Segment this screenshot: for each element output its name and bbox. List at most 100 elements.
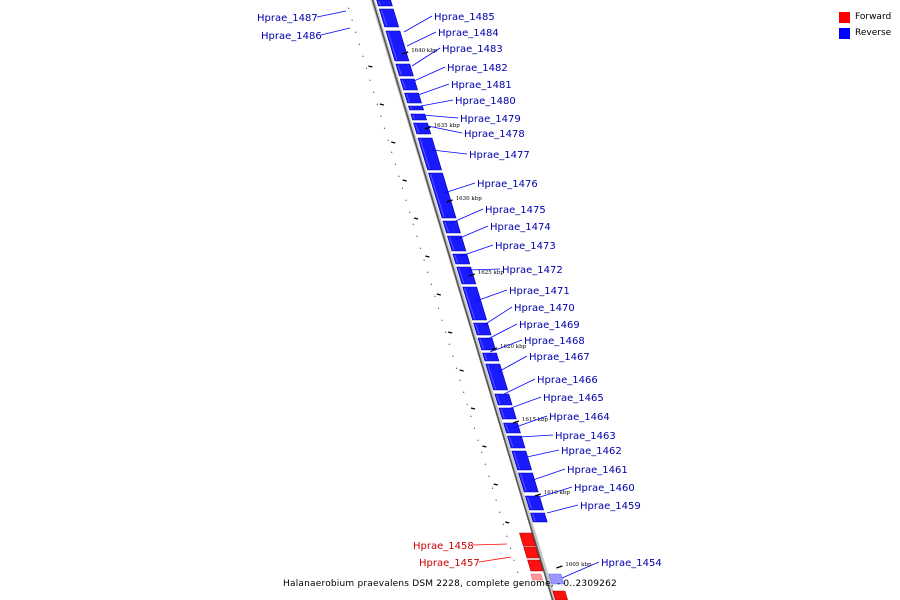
minor-tick — [372, 91, 375, 93]
gene-highlight — [419, 138, 431, 170]
reverse-gene-block — [524, 495, 545, 511]
gene-highlight — [401, 79, 407, 90]
scale-tick — [556, 565, 563, 569]
reverse-gene-block — [456, 266, 477, 285]
major-tick — [368, 65, 373, 68]
label-leader-line — [546, 504, 579, 514]
gene-highlight — [412, 114, 416, 120]
gene-label: Hprae_1465 — [543, 393, 604, 404]
minor-tick — [509, 547, 512, 549]
minor-tick — [390, 151, 393, 153]
minor-tick — [347, 7, 350, 9]
reverse-gene-block — [417, 137, 443, 171]
gene-label: Hprae_1473 — [495, 241, 556, 252]
major-tick — [402, 179, 407, 182]
gene-highlight — [406, 93, 410, 103]
gene-label: Hprae_1480 — [455, 96, 516, 107]
scale-tick-label: 1625 kbp — [478, 270, 505, 276]
gene-label: Hprae_1459 — [580, 501, 641, 512]
gene-label: Hprae_1462 — [561, 446, 622, 457]
minor-tick — [419, 247, 422, 249]
label-leader-line — [454, 225, 489, 241]
label-leader-line — [532, 468, 566, 481]
major-tick — [459, 369, 464, 372]
gene-label: Hprae_1474 — [490, 222, 551, 233]
label-leader-line — [483, 306, 513, 326]
label-leader-line — [497, 355, 528, 373]
genome-backbone — [370, 0, 557, 600]
label-leader-line — [472, 543, 508, 546]
minor-tick — [495, 499, 497, 501]
label-leader-line — [507, 396, 542, 410]
gene-label: Hprae_1461 — [567, 465, 628, 476]
gene-label: Hprae_1457 — [419, 558, 480, 569]
minor-tick — [387, 139, 389, 141]
major-tick — [436, 293, 441, 296]
gene-labels: Hprae_1487 Hprae_1486 Hprae_1485 Hprae_1484… — [257, 10, 662, 579]
minor-tick — [401, 187, 404, 189]
label-leader-line — [403, 15, 433, 33]
gene-highlight — [526, 496, 533, 510]
minor-tick — [498, 511, 501, 513]
major-tick — [379, 103, 384, 106]
scale-tick-label: 1620 kbp — [500, 344, 527, 350]
label-leader-line — [485, 323, 518, 341]
minor-tick — [430, 283, 433, 285]
label-leader-line — [478, 556, 512, 563]
gene-track — [376, 0, 568, 600]
reverse-gene-block — [378, 8, 400, 28]
minor-tick — [412, 223, 415, 225]
label-leader-line — [475, 289, 508, 302]
minor-tick — [480, 451, 483, 453]
scale-tick — [534, 493, 541, 497]
minor-tick — [437, 307, 440, 309]
forward-gene-block — [552, 590, 568, 600]
forward-swatch — [839, 11, 850, 23]
label-leader-line — [316, 10, 347, 18]
reverse-swatch — [839, 27, 850, 39]
gene-highlight — [454, 254, 459, 264]
reverse-gene-block — [518, 472, 539, 493]
gene-highlight — [458, 267, 465, 284]
gene-highlight — [475, 323, 480, 335]
gene-highlight — [487, 364, 497, 390]
minor-tick — [502, 523, 505, 525]
minor-tick — [444, 331, 447, 333]
label-leader-line — [413, 66, 446, 82]
minor-tick — [459, 379, 461, 381]
minor-ticks — [347, 7, 523, 585]
reverse-gene-block — [511, 450, 533, 471]
minor-tick — [434, 295, 436, 297]
minor-tick — [354, 31, 357, 33]
reverse-gene-block — [446, 235, 467, 252]
forward-gene-block — [527, 559, 544, 572]
label-leader-line — [431, 149, 468, 155]
minor-tick — [516, 571, 519, 573]
forward-gene-block — [519, 532, 536, 547]
gene-highlight — [496, 394, 501, 405]
minor-tick — [462, 391, 465, 393]
major-tick — [493, 483, 498, 486]
minor-tick — [351, 19, 353, 21]
label-leader-line — [519, 434, 554, 438]
scale-tick-label: 1605 kbp — [565, 562, 592, 568]
scale-tick — [512, 420, 520, 424]
gene-label: Hprae_1486 — [261, 31, 322, 42]
scale-tick — [424, 126, 431, 130]
gene-label: Hprae_1478 — [464, 129, 525, 140]
label-leader-line — [427, 125, 463, 134]
label-leader-line — [450, 208, 484, 224]
gene-highlight — [520, 473, 527, 492]
label-leader-line — [512, 415, 548, 429]
gene-highlight — [500, 408, 505, 419]
scale-tick-label: 1610 kbp — [544, 490, 571, 496]
minor-tick — [520, 583, 523, 585]
gene-label: Hprae_1469 — [519, 320, 580, 331]
gene-label: Hprae_1470 — [514, 303, 575, 314]
major-tick — [505, 521, 510, 524]
label-leader-line — [561, 561, 600, 579]
major-tick — [482, 445, 487, 448]
minor-tick — [358, 43, 361, 45]
gene-label: Hprae_1485 — [434, 12, 495, 23]
